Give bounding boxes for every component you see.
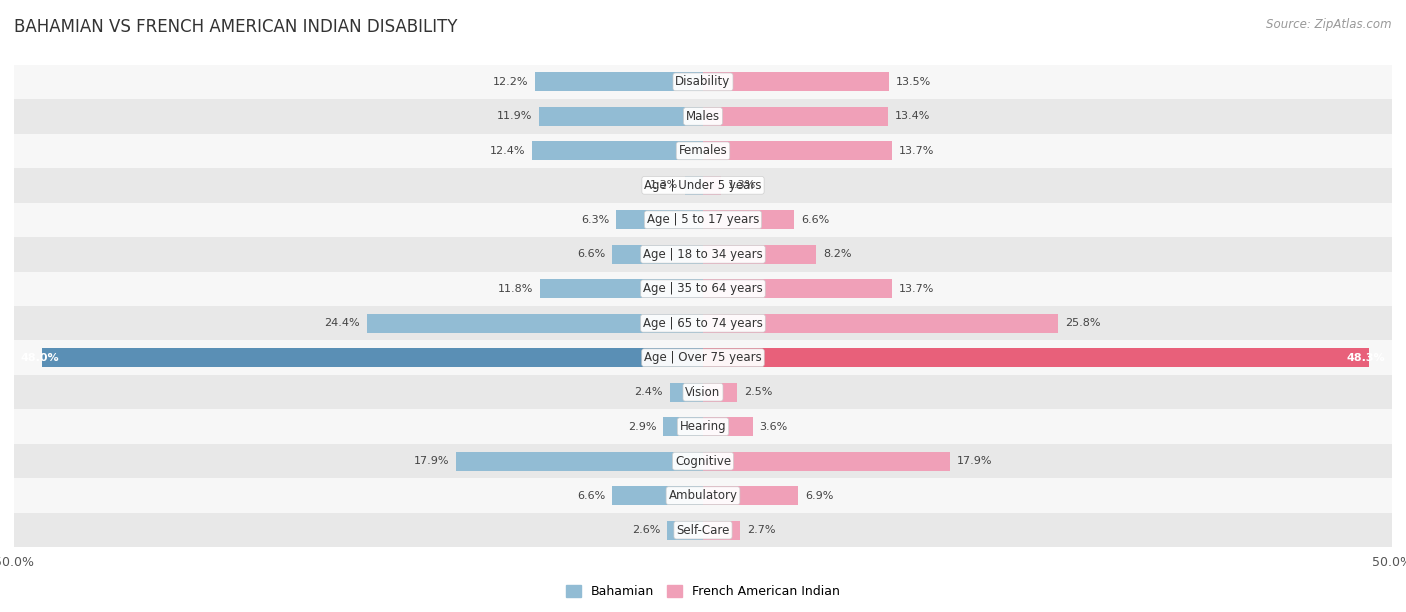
Bar bbox=[14, 513, 1392, 547]
Text: 12.2%: 12.2% bbox=[492, 77, 529, 87]
Text: 25.8%: 25.8% bbox=[1066, 318, 1101, 328]
Text: BAHAMIAN VS FRENCH AMERICAN INDIAN DISABILITY: BAHAMIAN VS FRENCH AMERICAN INDIAN DISAB… bbox=[14, 18, 457, 36]
Bar bbox=[534, 72, 703, 91]
Text: 17.9%: 17.9% bbox=[413, 456, 450, 466]
Bar bbox=[703, 521, 740, 540]
Bar bbox=[703, 72, 889, 91]
Text: Females: Females bbox=[679, 144, 727, 157]
Text: 2.4%: 2.4% bbox=[634, 387, 664, 397]
Bar bbox=[457, 452, 703, 471]
Text: 48.3%: 48.3% bbox=[1347, 353, 1385, 363]
Text: 13.7%: 13.7% bbox=[898, 284, 934, 294]
Text: Age | 65 to 74 years: Age | 65 to 74 years bbox=[643, 317, 763, 330]
Text: 6.3%: 6.3% bbox=[581, 215, 609, 225]
Bar bbox=[14, 409, 1392, 444]
Text: 13.7%: 13.7% bbox=[898, 146, 934, 156]
Text: 24.4%: 24.4% bbox=[325, 318, 360, 328]
Text: 2.5%: 2.5% bbox=[744, 387, 773, 397]
Bar bbox=[14, 168, 1392, 203]
Bar bbox=[703, 452, 949, 471]
Legend: Bahamian, French American Indian: Bahamian, French American Indian bbox=[561, 580, 845, 603]
Bar bbox=[703, 486, 799, 505]
Bar bbox=[685, 176, 703, 195]
Text: 13.4%: 13.4% bbox=[894, 111, 929, 121]
Bar bbox=[14, 272, 1392, 306]
Bar bbox=[14, 203, 1392, 237]
Bar bbox=[531, 141, 703, 160]
Bar bbox=[669, 382, 703, 401]
Text: 11.8%: 11.8% bbox=[498, 284, 533, 294]
Bar bbox=[703, 141, 891, 160]
Bar bbox=[703, 279, 891, 298]
Bar bbox=[14, 340, 1392, 375]
Text: Age | Over 75 years: Age | Over 75 years bbox=[644, 351, 762, 364]
Text: 1.3%: 1.3% bbox=[728, 181, 756, 190]
Bar bbox=[14, 479, 1392, 513]
Text: 17.9%: 17.9% bbox=[956, 456, 993, 466]
Text: Age | 5 to 17 years: Age | 5 to 17 years bbox=[647, 214, 759, 226]
Bar bbox=[538, 107, 703, 126]
Bar bbox=[367, 314, 703, 333]
Text: 11.9%: 11.9% bbox=[496, 111, 531, 121]
Bar bbox=[14, 444, 1392, 479]
Text: 1.3%: 1.3% bbox=[650, 181, 678, 190]
Bar bbox=[14, 99, 1392, 133]
Bar bbox=[42, 348, 703, 367]
Text: Self-Care: Self-Care bbox=[676, 524, 730, 537]
Bar bbox=[612, 486, 703, 505]
Bar bbox=[668, 521, 703, 540]
Text: Cognitive: Cognitive bbox=[675, 455, 731, 468]
Text: Vision: Vision bbox=[685, 386, 721, 398]
Bar bbox=[703, 314, 1059, 333]
Bar bbox=[703, 211, 794, 230]
Text: 6.6%: 6.6% bbox=[801, 215, 830, 225]
Bar bbox=[14, 306, 1392, 340]
Text: 2.7%: 2.7% bbox=[747, 525, 776, 535]
Bar bbox=[703, 107, 887, 126]
Text: 6.9%: 6.9% bbox=[806, 491, 834, 501]
Bar bbox=[14, 65, 1392, 99]
Bar bbox=[703, 417, 752, 436]
Text: 2.9%: 2.9% bbox=[627, 422, 657, 431]
Text: Source: ZipAtlas.com: Source: ZipAtlas.com bbox=[1267, 18, 1392, 31]
Text: 12.4%: 12.4% bbox=[489, 146, 526, 156]
Text: 2.6%: 2.6% bbox=[631, 525, 661, 535]
Bar bbox=[616, 211, 703, 230]
Text: Hearing: Hearing bbox=[679, 420, 727, 433]
Text: 6.6%: 6.6% bbox=[576, 491, 605, 501]
Text: 13.5%: 13.5% bbox=[896, 77, 931, 87]
Bar bbox=[14, 237, 1392, 272]
Text: Age | 35 to 64 years: Age | 35 to 64 years bbox=[643, 282, 763, 295]
Text: 6.6%: 6.6% bbox=[576, 249, 605, 259]
Text: Disability: Disability bbox=[675, 75, 731, 88]
Text: Age | 18 to 34 years: Age | 18 to 34 years bbox=[643, 248, 763, 261]
Bar bbox=[703, 176, 721, 195]
Bar bbox=[703, 348, 1368, 367]
Text: 3.6%: 3.6% bbox=[759, 422, 787, 431]
Text: 8.2%: 8.2% bbox=[823, 249, 852, 259]
Text: Males: Males bbox=[686, 110, 720, 123]
Bar bbox=[612, 245, 703, 264]
Bar bbox=[14, 375, 1392, 409]
Bar bbox=[703, 382, 738, 401]
Bar bbox=[664, 417, 703, 436]
Text: Ambulatory: Ambulatory bbox=[668, 489, 738, 502]
Text: Age | Under 5 years: Age | Under 5 years bbox=[644, 179, 762, 192]
Bar bbox=[14, 133, 1392, 168]
Bar bbox=[540, 279, 703, 298]
Bar bbox=[703, 245, 815, 264]
Text: 48.0%: 48.0% bbox=[21, 353, 59, 363]
